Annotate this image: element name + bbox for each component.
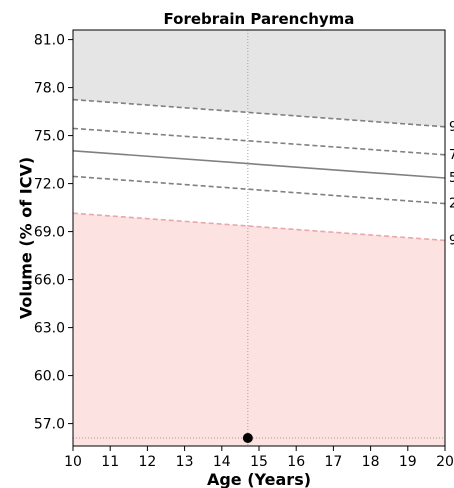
x-tick-label-12: 12 bbox=[138, 454, 156, 470]
x-tick-label-17: 17 bbox=[324, 454, 342, 470]
series-line-50-2 bbox=[72, 150, 446, 179]
x-tick-label-10: 10 bbox=[64, 454, 82, 470]
y-tick-label-60.0: 60.0 bbox=[34, 369, 65, 385]
shaded-regions bbox=[73, 30, 445, 446]
series-line-95-4 bbox=[72, 98, 446, 128]
y-tick-label-81.0: 81.0 bbox=[34, 33, 65, 49]
y-tick-label-66.0: 66.0 bbox=[34, 273, 65, 289]
x-tick-label-16: 16 bbox=[287, 454, 305, 470]
y-tick-label-72.0: 72.0 bbox=[34, 177, 65, 193]
series-label-95-4: 95 bbox=[449, 120, 454, 135]
axis-ticks: 10 11 12 13 14 15 16 17 18 19 20 57.0 60.0 63.0 66.0 69… bbox=[34, 33, 454, 470]
lower-shaded-region bbox=[73, 213, 445, 446]
reference-lines bbox=[73, 30, 445, 446]
upper-shaded-region bbox=[73, 30, 445, 127]
subject-point bbox=[242, 433, 253, 443]
x-tick-label-18: 18 bbox=[362, 454, 380, 470]
series-line-75-3 bbox=[72, 127, 446, 156]
series-line-95-0 bbox=[72, 212, 446, 242]
y-tick-label-69.0: 69.0 bbox=[34, 225, 65, 241]
y-tick-label-57.0: 57.0 bbox=[34, 417, 65, 433]
series-label-50-2: 50 bbox=[449, 171, 454, 186]
y-axis-label: Volume (% of ICV) bbox=[17, 157, 36, 319]
data-points bbox=[242, 433, 253, 443]
x-tick-label-19: 19 bbox=[399, 454, 417, 470]
y-tick-label-75.0: 75.0 bbox=[34, 129, 65, 145]
x-axis-label: Age (Years) bbox=[207, 470, 311, 488]
x-tick-label-14: 14 bbox=[213, 454, 231, 470]
series-label-95-0: 95 bbox=[449, 233, 454, 248]
series-line-25-1 bbox=[72, 175, 446, 205]
series-label-75-3: 75 bbox=[449, 148, 454, 163]
x-tick-label-20: 20 bbox=[436, 454, 454, 470]
x-tick-label-13: 13 bbox=[176, 454, 194, 470]
x-tick-label-15: 15 bbox=[250, 454, 268, 470]
x-tick-label-11: 11 bbox=[101, 454, 119, 470]
series-labels: 95 25 50 75 95 bbox=[449, 120, 454, 249]
y-tick-label-78.0: 78.0 bbox=[34, 81, 65, 97]
y-tick-label-63.0: 63.0 bbox=[34, 321, 65, 337]
chart-title: Forebrain Parenchyma bbox=[164, 10, 355, 28]
percentile-lines bbox=[72, 98, 446, 242]
series-label-25-1: 25 bbox=[449, 197, 454, 212]
